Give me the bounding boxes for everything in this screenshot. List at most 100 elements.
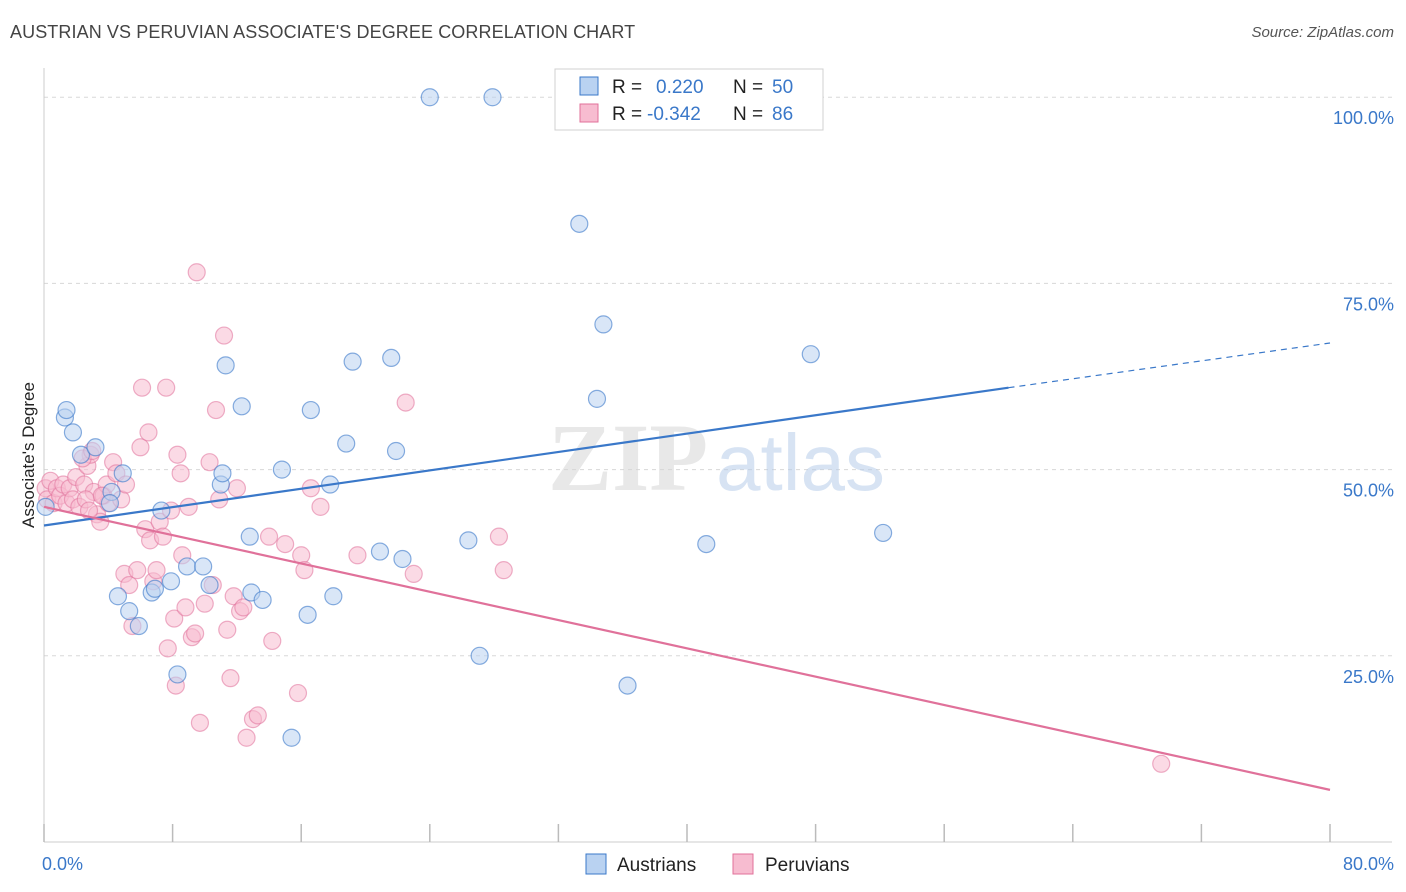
austrians-point-19 [200,575,219,595]
austrians-point-40 [459,531,478,550]
stats-legend-box [554,68,824,131]
stats-legend-r-peruvians: -0.342 [647,104,701,125]
austrians-point-15 [161,572,181,591]
austrians-point-49 [874,523,893,543]
austrians-point-30 [301,400,320,420]
austrians-point-36 [382,348,401,368]
austrians-point-41 [470,646,489,665]
watermark-zip: ZIP [548,404,708,511]
peruvians-point-55 [190,713,210,732]
series-legend-label-austrians[interactable]: Austrians [617,855,696,876]
austrians-point-44 [587,389,607,408]
austrians-point-2 [57,400,76,420]
peruvians-point-84 [1152,754,1171,773]
austrians-point-45 [594,315,613,334]
x-tick-label-max: 80.0% [1343,854,1394,874]
austrians-point-21 [213,464,232,483]
y-tick-label-0: 25.0% [1343,667,1394,687]
peruvians-point-35 [132,378,152,397]
peruvians-points [36,263,1171,773]
austrians-point-28 [282,728,301,747]
series-legend-swatch-peruvians[interactable] [732,853,754,875]
austrians-point-4 [71,445,91,464]
axes-layer [43,68,1392,843]
austrians-point-42 [483,88,502,107]
peruvians-point-61 [214,326,234,345]
peruvians-point-50 [176,598,195,617]
peruvians-trend-line [43,505,1331,791]
austrians-point-8 [113,464,132,483]
austrians-point-46 [618,676,637,695]
peruvians-point-51 [179,497,198,516]
austrians-point-10 [120,602,139,621]
peruvians-point-46 [165,609,184,628]
stats-legend: R = 0.220 N = 50 R = -0.342 N = 86 [554,68,824,131]
peruvians-point-34 [131,438,150,457]
austrians-point-9 [108,587,128,606]
peruvians-point-44 [158,639,177,658]
austrians-point-38 [393,549,412,569]
austrians-point-22 [216,356,235,375]
peruvians-point-47 [168,445,187,464]
austrians-trend-extension [1008,342,1331,389]
peruvians-point-73 [276,534,295,554]
peruvians-point-79 [348,546,367,565]
peruvians-point-74 [288,683,308,703]
peruvians-point-81 [404,564,423,583]
austrians-points [36,88,893,747]
y-tick-label-1: 50.0% [1343,481,1394,501]
austrians-point-5 [86,438,105,457]
austrians-point-47 [697,534,716,554]
peruvians-point-54 [187,263,206,282]
austrians-point-11 [129,616,148,636]
austrians-point-32 [324,587,343,606]
grid-layer [44,96,1392,657]
series-legend-swatch-austrians[interactable] [585,853,607,875]
peruvians-point-33 [128,561,147,580]
peruvians-point-80 [396,393,415,412]
austrians-point-7 [100,494,120,513]
y-axis-title: Associate's Degree [19,382,38,528]
austrians-point-3 [63,423,83,442]
austrians-trend-line [43,386,1009,527]
stats-legend-r-label-peruvians: R = [612,104,642,125]
chart-title: AUSTRIAN VS PERUVIAN ASSOCIATE'S DEGREE … [10,22,636,42]
peruvians-point-53 [186,624,205,643]
peruvians-point-37 [139,423,158,442]
austrians-point-34 [343,352,362,371]
austrians-point-29 [298,605,317,624]
series-legend: Austrians Peruvians [585,853,850,876]
peruvians-point-65 [227,479,246,498]
stats-legend-swatch-peruvians [579,103,599,123]
austrians-point-24 [240,527,259,546]
stats-legend-n-peruvians: 86 [772,104,793,125]
stats-legend-n-label-peruvians: N = [733,104,763,125]
stats-legend-n-label-austrians: N = [733,77,763,98]
austrians-point-27 [272,460,292,479]
peruvians-point-68 [237,728,256,747]
peruvians-point-82 [489,527,509,546]
peruvians-point-43 [157,378,176,397]
peruvians-point-48 [171,464,190,483]
peruvians-point-63 [221,669,240,688]
y-tick-labels: 25.0% 50.0% 75.0% 100.0% [1333,108,1394,687]
austrians-point-26 [253,590,272,610]
peruvians-point-83 [494,561,513,580]
stats-legend-swatch-austrians [579,76,599,96]
peruvians-point-78 [311,497,330,516]
watermark-atlas: atlas [716,418,885,507]
austrians-point-13 [145,579,165,598]
y-tick-label-2: 75.0% [1343,294,1394,314]
stats-legend-r-label-austrians: R = [612,77,642,98]
austrians-point-37 [386,441,406,461]
peruvians-point-67 [234,598,253,617]
stats-legend-r-austrians: 0.220 [656,77,704,98]
peruvians-point-40 [147,561,166,580]
peruvians-point-59 [206,400,226,420]
austrians-point-35 [370,542,390,561]
austrians-point-23 [232,397,251,416]
austrians-point-17 [177,557,197,576]
austrians-point-16 [168,665,187,684]
series-legend-label-peruvians[interactable]: Peruvians [765,855,850,876]
